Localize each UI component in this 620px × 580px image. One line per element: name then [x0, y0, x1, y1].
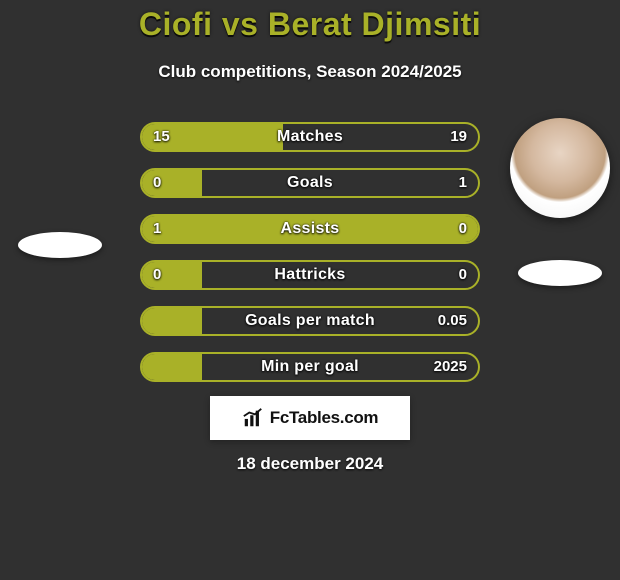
- stat-right-value: 19: [450, 124, 467, 150]
- stat-label: Hattricks: [142, 262, 478, 288]
- stat-right-value: 2025: [434, 354, 467, 380]
- stat-bar-row: 1Assists0: [140, 214, 480, 244]
- stat-label: Goals per match: [142, 308, 478, 334]
- date-text: 18 december 2024: [0, 454, 620, 474]
- subtitle: Club competitions, Season 2024/2025: [0, 62, 620, 82]
- stat-bar-row: Min per goal2025: [140, 352, 480, 382]
- player-left-block: [10, 118, 110, 258]
- stat-right-value: 0.05: [438, 308, 467, 334]
- flag-left: [18, 232, 102, 258]
- stat-label: Goals: [142, 170, 478, 196]
- stat-right-value: 1: [459, 170, 467, 196]
- stat-label: Assists: [142, 216, 478, 242]
- logo-text: FcTables.com: [270, 408, 379, 428]
- stat-label: Min per goal: [142, 354, 478, 380]
- chart-icon: [242, 407, 264, 429]
- avatar-right: [510, 118, 610, 218]
- stat-bar-row: 0Goals1: [140, 168, 480, 198]
- stat-bar-row: 0Hattricks0: [140, 260, 480, 290]
- stat-bars: 15Matches190Goals11Assists00Hattricks0Go…: [140, 122, 480, 398]
- stat-bar-row: Goals per match0.05: [140, 306, 480, 336]
- flag-right: [518, 260, 602, 286]
- stat-right-value: 0: [459, 262, 467, 288]
- comparison-canvas: Ciofi vs Berat Djimsiti Club competition…: [0, 0, 620, 580]
- logo-box[interactable]: FcTables.com: [210, 396, 410, 440]
- stat-right-value: 0: [459, 216, 467, 242]
- player-right-block: [510, 118, 610, 286]
- stat-bar-row: 15Matches19: [140, 122, 480, 152]
- page-title: Ciofi vs Berat Djimsiti: [0, 6, 620, 43]
- stat-label: Matches: [142, 124, 478, 150]
